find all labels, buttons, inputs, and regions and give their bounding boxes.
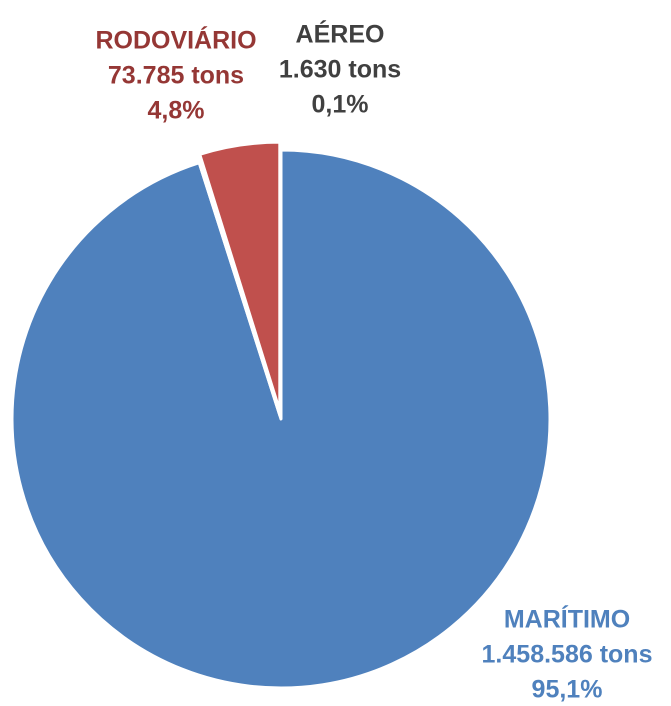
pie-slice-2 — [198, 140, 282, 413]
slice-percent-label-1: 0,1% — [312, 91, 369, 119]
slice-percent-label-2: 4,8% — [148, 97, 205, 125]
slice-value-label-1: 1.630 tons — [279, 56, 401, 84]
pie-slice-0 — [10, 148, 552, 690]
pie-slices — [10, 140, 552, 690]
slice-value-label-2: 73.785 tons — [108, 62, 244, 90]
pie-labels: MARÍTIMO 1.458.586 tons 95,1% AÉREO 1.630 to… — [95, 20, 652, 704]
slice-percent-label-0: 95,1% — [532, 676, 603, 704]
slice-name-label-2: RODOVIÁRIO — [95, 26, 256, 55]
slice-name-label-1: AÉREO — [296, 20, 385, 49]
slice-value-label-0: 1.458.586 tons — [482, 641, 653, 669]
slice-name-label-0: MARÍTIMO — [504, 605, 630, 634]
